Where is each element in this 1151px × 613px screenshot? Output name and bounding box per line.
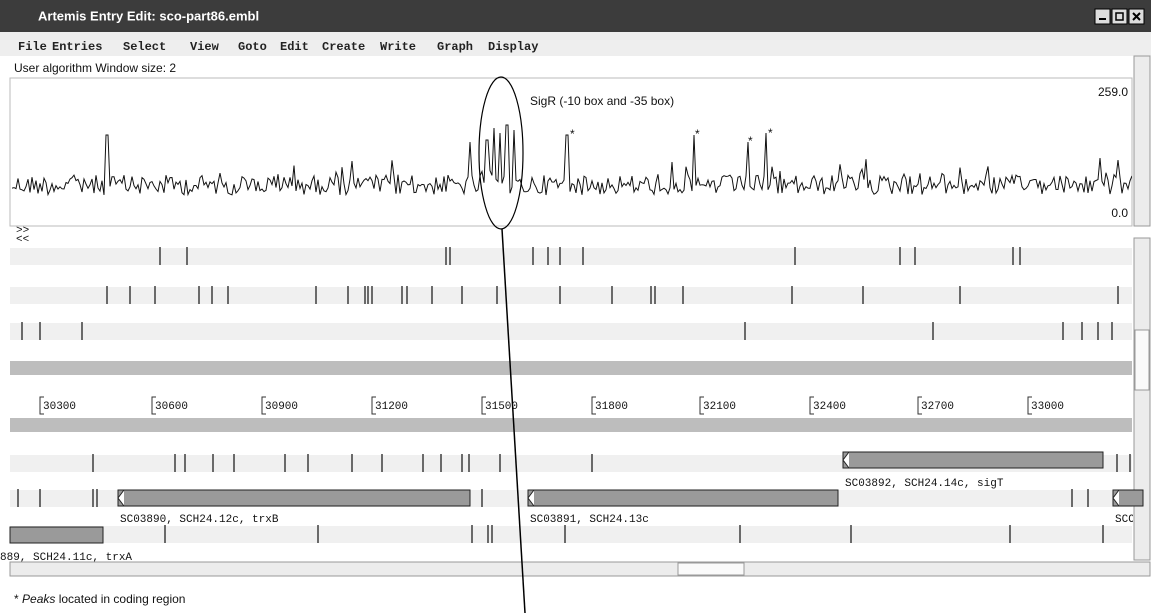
ruler-label: 33000	[1031, 401, 1064, 413]
scroll-thumb[interactable]	[1134, 329, 1150, 391]
window-buttons[interactable]	[1094, 8, 1145, 25]
menu-bar	[0, 32, 1151, 56]
feature-label: SC03892, SCH24.14c, sigT	[845, 478, 1004, 490]
track-band	[10, 418, 1132, 432]
ruler-tick	[151, 396, 156, 415]
track-band	[10, 323, 1132, 340]
track-band	[10, 361, 1132, 375]
annotation: SigR (-10 box and -35 box)	[530, 94, 674, 108]
footnote-emphasis: Peaks	[22, 592, 55, 606]
feature-label: SC03891, SCH24.13c	[530, 514, 649, 526]
track-band	[10, 526, 1132, 543]
ruler-tick	[917, 396, 922, 415]
menu-item[interactable]: Graph	[437, 40, 473, 54]
feature	[842, 451, 1104, 469]
feature	[117, 489, 471, 507]
footnote: * Peaks located in coding region	[14, 592, 185, 606]
feature-label: 889, SCH24.11c, trxA	[0, 552, 132, 564]
menu-item[interactable]: Edit	[280, 40, 309, 54]
feature-label: SC03890, SCH24.12c, trxB	[120, 514, 279, 526]
menu-item[interactable]: Write	[380, 40, 416, 54]
ruler-label: 31200	[375, 401, 408, 413]
ruler-tick	[39, 396, 44, 415]
graph-panel	[9, 77, 1133, 227]
feature-arrow	[527, 489, 535, 507]
peak-marker: *	[570, 127, 575, 141]
peak-marker: *	[748, 134, 753, 148]
track-band	[10, 248, 1132, 265]
ruler-label: 30600	[155, 401, 188, 413]
menu-item[interactable]: Display	[488, 40, 538, 54]
peak-marker: *	[768, 126, 773, 140]
scroll-left[interactable]: <<	[16, 234, 29, 246]
ruler-tick	[1027, 396, 1032, 415]
h-scroll-thumb[interactable]	[677, 562, 745, 576]
footnote-marker: *	[14, 592, 19, 606]
ruler-tick	[261, 396, 266, 415]
title-bar	[0, 0, 1151, 32]
ruler-label: 32100	[703, 401, 736, 413]
graph-header: User algorithm Window size: 2	[14, 61, 176, 75]
highlight-ellipse	[478, 76, 524, 230]
menu-item[interactable]: Create	[322, 40, 365, 54]
scroll-right[interactable]: >>	[16, 225, 29, 237]
graph-min-label: 0.0	[1111, 206, 1128, 220]
ruler-label: 31500	[485, 401, 518, 413]
feature	[527, 489, 839, 507]
feature-arrow	[117, 489, 125, 507]
menu-item[interactable]: Entries	[52, 40, 102, 54]
feature-arrow	[842, 451, 850, 469]
menu-item[interactable]: Goto	[238, 40, 267, 54]
ruler-label: 32700	[921, 401, 954, 413]
ruler-tick	[809, 396, 814, 415]
graph-max-label: 259.0	[1098, 85, 1128, 99]
ruler-tick	[481, 396, 486, 415]
ruler-label: 32400	[813, 401, 846, 413]
peak-marker: *	[695, 127, 700, 141]
graph-scrollbar[interactable]	[1133, 55, 1151, 227]
feature-label: SCO	[1115, 514, 1135, 526]
graph-trace	[12, 124, 1132, 197]
feature-arrow	[1112, 489, 1120, 507]
ruler-label: 30300	[43, 401, 76, 413]
feature-scrollbar[interactable]	[1133, 237, 1151, 561]
window-title: Artemis Entry Edit: sco-part86.embl	[38, 8, 259, 23]
pointer-line	[501, 228, 526, 613]
ruler-label: 30900	[265, 401, 298, 413]
menu-item[interactable]: File	[18, 40, 47, 54]
horizontal-scrollbar[interactable]	[9, 561, 1151, 577]
track-band	[10, 287, 1132, 304]
menu-item[interactable]: View	[190, 40, 220, 54]
ruler-tick	[699, 396, 704, 415]
feature	[9, 526, 104, 544]
ruler-label: 31800	[595, 401, 628, 413]
footnote-text: located in coding region	[59, 592, 186, 606]
menu-item[interactable]: Select	[123, 40, 166, 54]
ruler-tick	[591, 396, 596, 415]
ruler-tick	[371, 396, 376, 415]
